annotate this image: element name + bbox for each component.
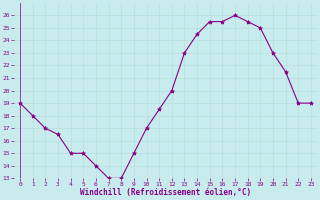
X-axis label: Windchill (Refroidissement éolien,°C): Windchill (Refroidissement éolien,°C) [80, 188, 251, 197]
